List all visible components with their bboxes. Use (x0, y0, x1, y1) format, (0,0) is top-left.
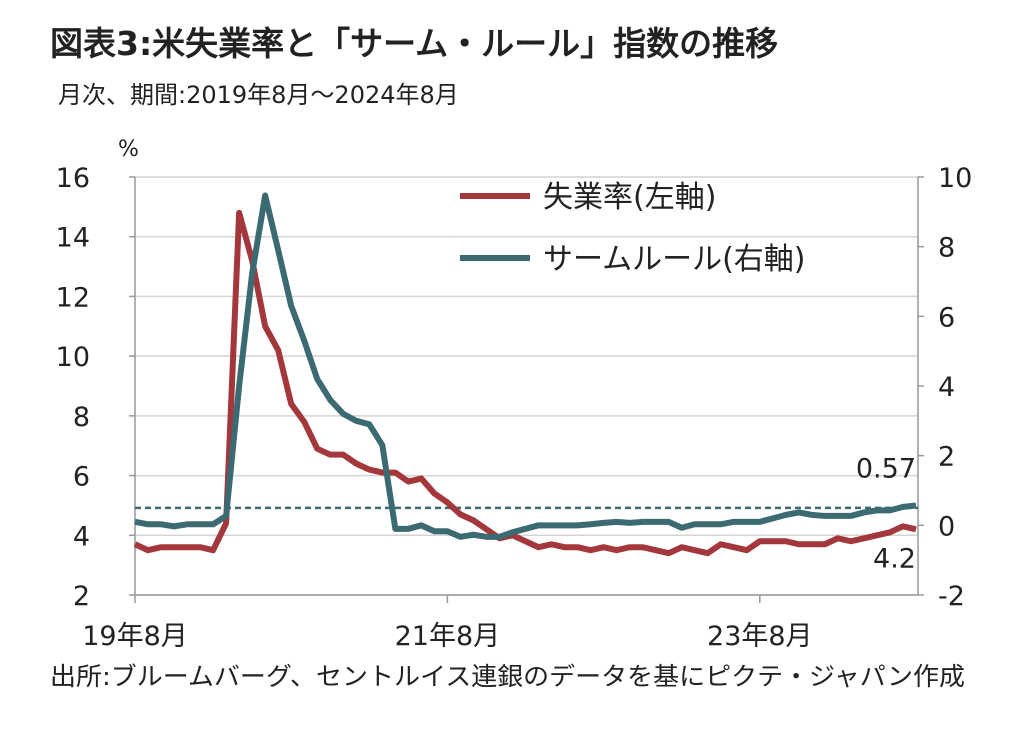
data-line (133, 209, 917, 557)
y-unit: % (118, 137, 139, 162)
y-tick-label: 6 (73, 462, 90, 493)
annotation: 0.57 (856, 453, 916, 484)
y2-tick-label: 2 (938, 442, 955, 473)
chart-subtitle: 月次、期間:2019年8月～2024年8月 (58, 81, 459, 109)
x-tick-label: 23年8月 (707, 621, 813, 652)
annotation: 4.2 (873, 543, 916, 574)
y2-tick-label: -2 (938, 581, 965, 612)
legend-label: 失業率(左軸) (543, 180, 716, 215)
data-line (134, 192, 917, 540)
legend-label: サームルール(右軸) (543, 242, 806, 277)
y-tick-label: 2 (73, 581, 90, 612)
y-tick-label: 14 (56, 223, 90, 254)
y2-tick-label: 10 (938, 163, 972, 194)
chart-title: 図表3:米失業率と「サーム・ルール」指数の推移 (50, 24, 778, 63)
y2-tick-label: 0 (938, 511, 955, 542)
x-tick-label: 21年8月 (395, 621, 501, 652)
source: 出所:ブルームバーグ、セントルイス連銀のデータを基にピクテ・ジャパン作成 (50, 662, 965, 691)
y2-tick-label: 4 (938, 372, 955, 403)
y-tick-label: 10 (56, 342, 90, 373)
y2-tick-label: 6 (938, 302, 955, 333)
y-tick-label: 4 (73, 521, 90, 552)
y-tick-label: 8 (73, 402, 90, 433)
y-tick-label: 16 (56, 163, 90, 194)
y-tick-label: 12 (56, 282, 90, 313)
y2-tick-label: 8 (938, 233, 955, 264)
x-tick-label: 19年8月 (82, 621, 188, 652)
